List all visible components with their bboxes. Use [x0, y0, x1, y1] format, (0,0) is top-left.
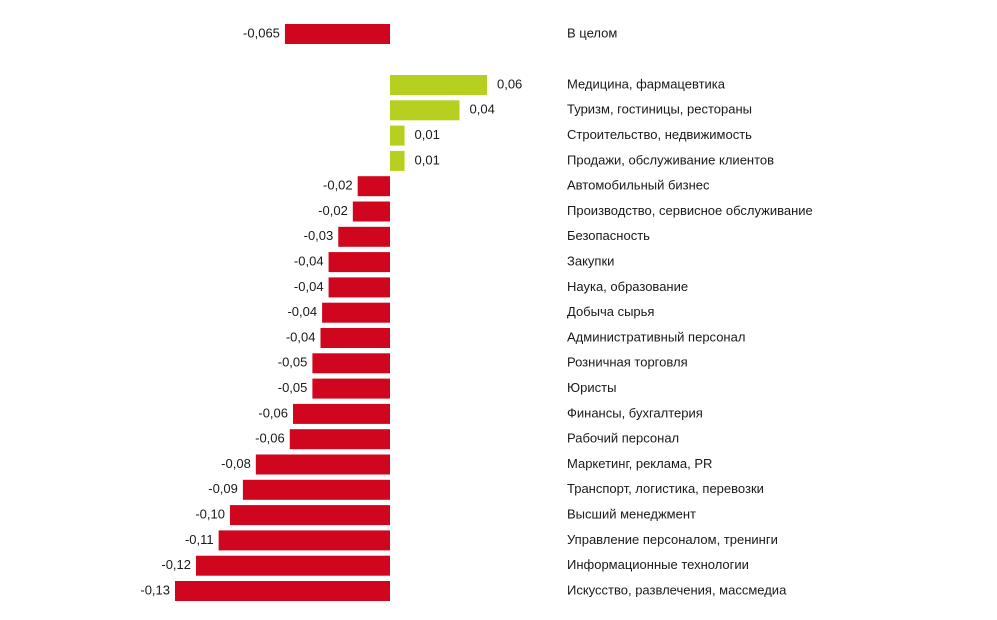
category-label: Наука, образование — [567, 279, 688, 294]
bar — [320, 328, 390, 348]
category-label: Транспорт, логистика, перевозки — [567, 481, 764, 496]
category-label: Информационные технологии — [567, 557, 749, 572]
category-label: Финансы, бухгалтерия — [567, 405, 703, 420]
bar — [196, 555, 390, 576]
bar — [242, 479, 390, 500]
value-label: -0,04 — [287, 304, 317, 319]
category-label: Управление персоналом, тренинги — [567, 532, 778, 547]
category-label: В целом — [567, 25, 617, 40]
value-label: -0,06 — [258, 405, 288, 420]
value-label: -0,04 — [294, 279, 324, 294]
value-label: -0,10 — [195, 507, 225, 522]
value-label: -0,04 — [286, 329, 316, 344]
bar — [390, 150, 405, 171]
bar — [390, 100, 460, 121]
bar — [338, 226, 390, 247]
value-label: 0,01 — [415, 152, 440, 167]
value-label: -0,04 — [294, 254, 324, 269]
bar — [175, 581, 390, 601]
bar — [312, 353, 390, 374]
bar — [357, 176, 390, 197]
category-label: Розничная торговля — [567, 355, 688, 370]
category-label: Производство, сервисное обслуживание — [567, 203, 813, 218]
value-label: -0,05 — [278, 380, 308, 395]
category-label: Строительство, недвижимость — [567, 127, 752, 142]
bar — [322, 302, 390, 323]
value-label: -0,11 — [185, 532, 214, 547]
value-label: -0,13 — [140, 582, 170, 597]
bar — [218, 530, 390, 551]
category-label: Высший менеджмент — [567, 507, 696, 522]
value-label: -0,09 — [208, 481, 238, 496]
bar — [255, 454, 390, 475]
value-label: -0,065 — [243, 25, 280, 40]
category-label: Маркетинг, реклама, PR — [567, 456, 712, 471]
category-label: Добыча сырья — [567, 304, 654, 319]
category-label: Юристы — [567, 380, 616, 395]
category-label: Продажи, обслуживание клиентов — [567, 152, 774, 167]
bar — [293, 403, 390, 424]
category-label: Закупки — [567, 254, 614, 269]
value-label: -0,03 — [304, 228, 334, 243]
value-label: 0,04 — [470, 102, 495, 117]
value-label: -0,12 — [161, 557, 191, 572]
value-label: -0,06 — [255, 431, 285, 446]
category-label: Безопасность — [567, 228, 650, 243]
value-label: -0,02 — [318, 203, 348, 218]
category-label: Туризм, гостиницы, рестораны — [567, 102, 752, 117]
category-label: Автомобильный бизнес — [567, 178, 710, 193]
value-label: -0,02 — [323, 178, 353, 193]
bar — [289, 429, 390, 450]
category-label: Искусство, развлечения, массмедиа — [567, 582, 787, 597]
bar — [352, 201, 390, 222]
value-label: 0,06 — [497, 76, 522, 91]
bar — [284, 24, 390, 44]
bar — [390, 125, 405, 146]
category-label: Административный персонал — [567, 329, 745, 344]
category-label: Рабочий персонал — [567, 431, 679, 446]
value-label: -0,05 — [278, 355, 308, 370]
value-label: 0,01 — [415, 127, 440, 142]
bar — [328, 252, 390, 273]
bar — [328, 277, 390, 298]
bar — [229, 505, 390, 526]
value-label: -0,08 — [221, 456, 251, 471]
category-label: Медицина, фармацевтика — [567, 76, 726, 91]
bar — [312, 378, 390, 399]
bar — [390, 75, 487, 95]
